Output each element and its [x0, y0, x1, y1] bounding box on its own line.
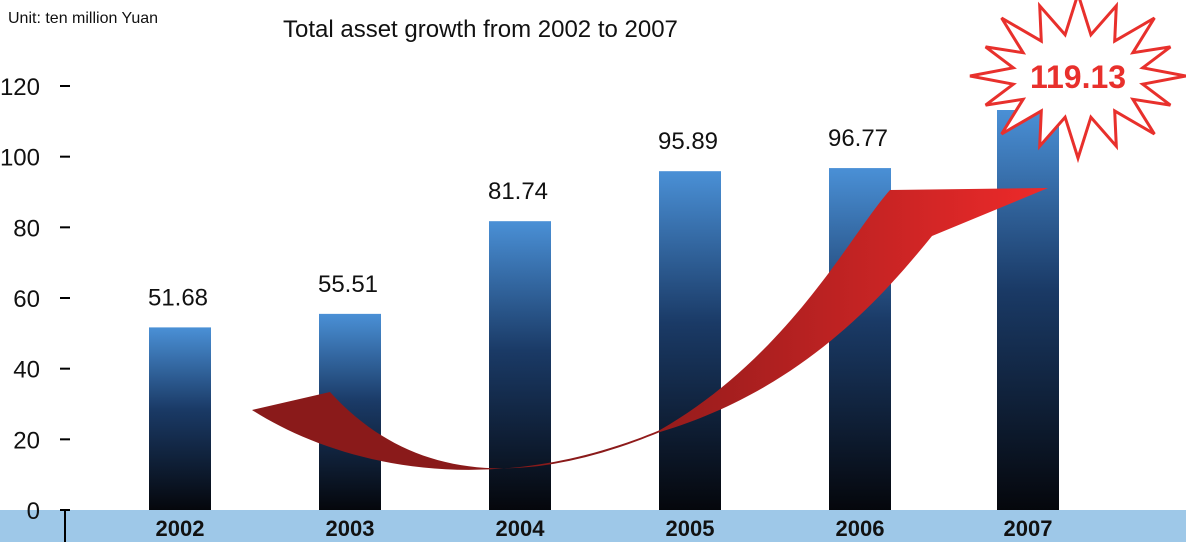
growth-arrow — [252, 188, 1048, 470]
x-tick-label: 2003 — [326, 516, 375, 541]
y-tick-label: 60 — [13, 286, 40, 313]
data-label: 95.89 — [658, 128, 718, 155]
unit-label: Unit: ten million Yuan — [8, 10, 159, 27]
y-tick-label: 0 — [27, 498, 40, 525]
starburst-callout — [969, 0, 1186, 164]
y-tick-label: 40 — [13, 357, 40, 384]
y-tick-label: 80 — [13, 215, 40, 242]
data-label: 51.68 — [148, 284, 208, 311]
x-tick-label: 2004 — [496, 516, 546, 541]
x-tick-label: 2002 — [156, 516, 205, 541]
data-label: 55.51 — [318, 271, 378, 298]
x-tick-label: 2007 — [1004, 516, 1053, 541]
y-tick-label: 20 — [13, 427, 40, 454]
highlight-data-label: 119.13 — [1030, 59, 1126, 95]
y-tick-label: 100 — [0, 145, 40, 172]
x-tick-label: 2005 — [666, 516, 715, 541]
bar-2004 — [489, 221, 551, 510]
y-tick-label: 120 — [0, 74, 40, 101]
x-tick-label: 2006 — [836, 516, 885, 541]
bar-2005 — [659, 171, 721, 510]
bar-2007 — [997, 110, 1059, 510]
chart-title: Total asset growth from 2002 to 2007 — [283, 16, 678, 43]
data-label: 96.77 — [828, 125, 888, 152]
bar-2002 — [149, 327, 211, 510]
data-label: 81.74 — [488, 178, 548, 205]
x-axis-band — [0, 510, 1186, 542]
